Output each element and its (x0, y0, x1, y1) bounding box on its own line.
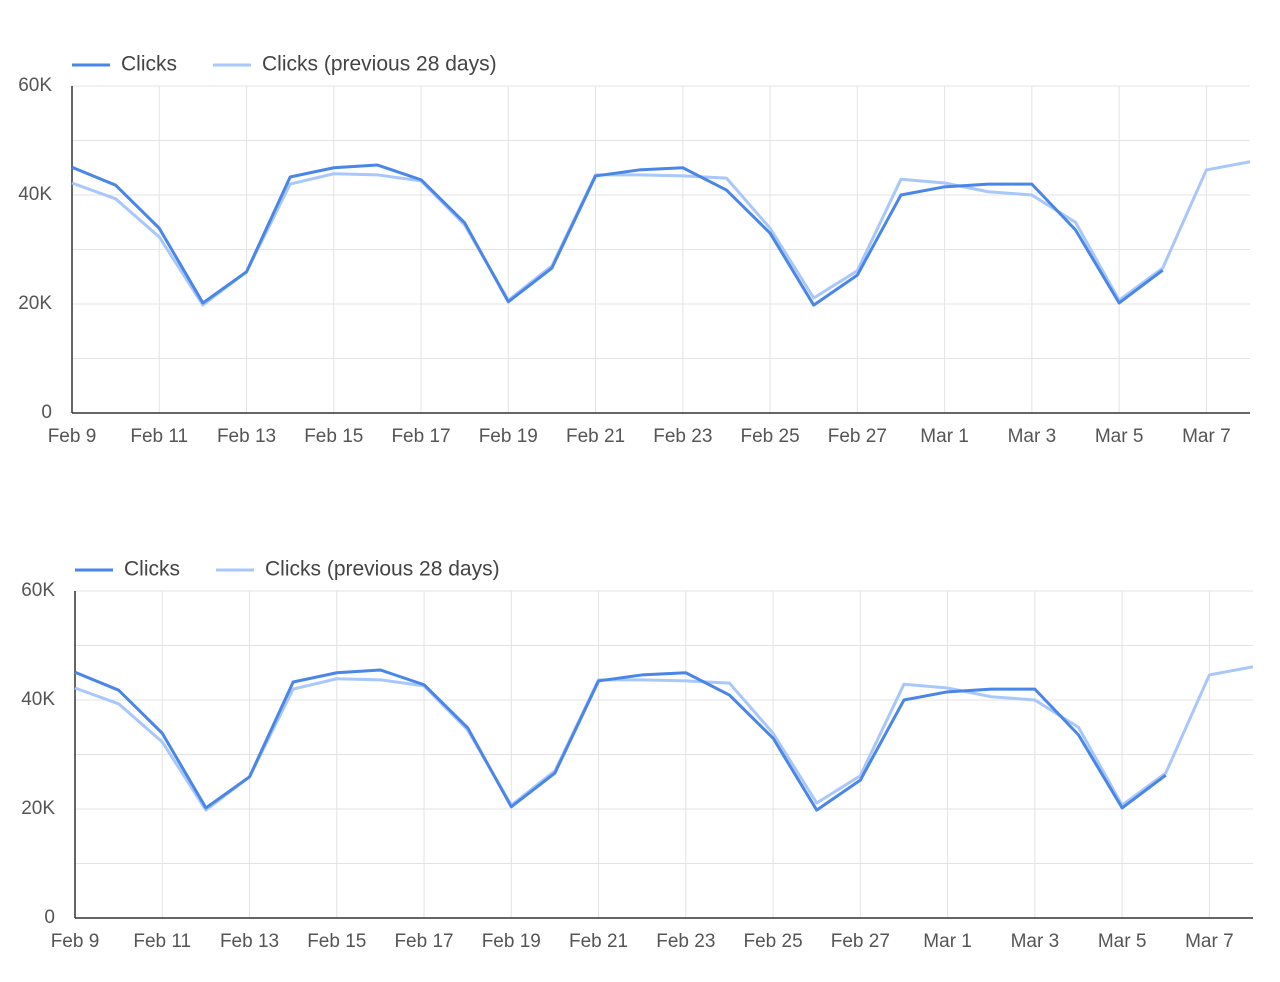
x-tick-label: Feb 25 (743, 931, 802, 952)
x-tick-label: Feb 23 (656, 931, 715, 952)
x-tick-label: Feb 23 (653, 426, 712, 447)
x-tick-label: Mar 3 (1008, 426, 1057, 447)
x-tick-label: Mar 7 (1185, 931, 1234, 952)
x-tick-label: Mar 1 (920, 426, 969, 447)
x-tick-label: Feb 15 (307, 931, 366, 952)
x-tick-label: Feb 17 (391, 426, 450, 447)
y-tick-label: 20K (21, 798, 55, 819)
x-tick-label: Feb 21 (569, 931, 628, 952)
x-tick-label: Feb 13 (220, 931, 279, 952)
x-tick-label: Mar 5 (1095, 426, 1144, 447)
x-tick-label: Feb 21 (566, 426, 625, 447)
legend-label: Clicks (previous 28 days) (262, 53, 497, 76)
x-tick-label: Feb 19 (479, 426, 538, 447)
y-tick-label: 0 (44, 907, 55, 928)
y-tick-label: 60K (18, 75, 52, 96)
x-tick-label: Feb 25 (740, 426, 799, 447)
series-line (74, 665, 1254, 812)
series-line (71, 160, 1251, 307)
y-tick-label: 40K (18, 184, 52, 205)
series-line (74, 668, 1167, 812)
x-tick-label: Mar 3 (1011, 931, 1060, 952)
x-tick-label: Mar 7 (1182, 426, 1231, 447)
legend-label: Clicks (121, 53, 177, 76)
x-tick-label: Mar 5 (1098, 931, 1147, 952)
y-tick-label: 0 (41, 402, 52, 423)
y-tick-label: 20K (18, 293, 52, 314)
x-tick-label: Feb 9 (48, 426, 97, 447)
x-tick-label: Feb 27 (828, 426, 887, 447)
x-tick-label: Feb 19 (482, 931, 541, 952)
y-tick-label: 40K (21, 689, 55, 710)
x-tick-label: Feb 11 (130, 426, 188, 447)
x-tick-label: Feb 15 (304, 426, 363, 447)
x-tick-label: Feb 9 (51, 931, 100, 952)
x-tick-label: Feb 27 (831, 931, 890, 952)
x-tick-label: Feb 17 (394, 931, 453, 952)
legend-label: Clicks (previous 28 days) (265, 558, 500, 581)
x-tick-label: Feb 13 (217, 426, 276, 447)
x-tick-label: Mar 1 (923, 931, 972, 952)
x-tick-label: Feb 11 (133, 931, 191, 952)
series-line (71, 163, 1164, 307)
legend-label: Clicks (124, 558, 180, 581)
y-tick-label: 60K (21, 580, 55, 601)
